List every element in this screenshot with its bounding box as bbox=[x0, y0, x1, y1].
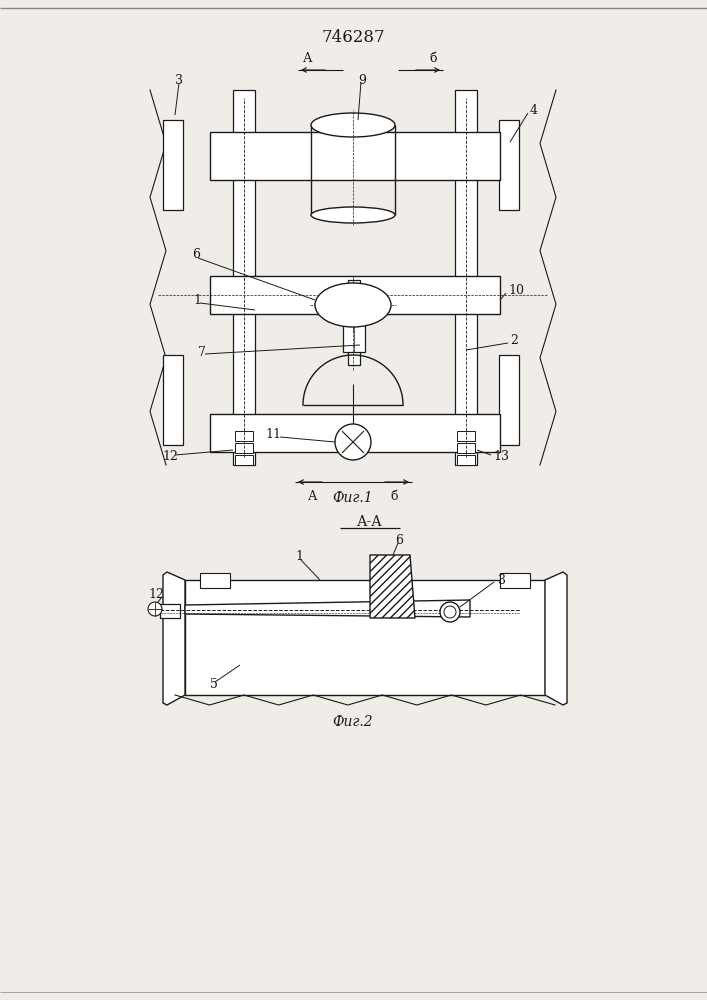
Text: 13: 13 bbox=[493, 450, 509, 464]
Text: 3: 3 bbox=[175, 74, 183, 87]
Circle shape bbox=[148, 602, 162, 616]
Text: 2: 2 bbox=[510, 334, 518, 347]
Bar bbox=[163, 355, 183, 445]
Text: А: А bbox=[308, 489, 317, 502]
Ellipse shape bbox=[311, 207, 395, 223]
Bar bbox=[185, 580, 545, 695]
Circle shape bbox=[335, 424, 371, 460]
Text: 6: 6 bbox=[192, 248, 200, 261]
Bar bbox=[500, 573, 530, 588]
Text: 5: 5 bbox=[210, 678, 218, 692]
Bar bbox=[343, 297, 365, 352]
Bar bbox=[163, 120, 183, 210]
Bar bbox=[210, 276, 500, 314]
Text: А: А bbox=[303, 51, 312, 64]
Bar bbox=[233, 90, 255, 465]
Polygon shape bbox=[185, 600, 470, 617]
Text: 10: 10 bbox=[508, 284, 524, 296]
Text: б: б bbox=[390, 489, 398, 502]
Text: 746287: 746287 bbox=[321, 28, 385, 45]
Bar bbox=[160, 604, 180, 618]
Text: 1: 1 bbox=[295, 550, 303, 564]
Bar bbox=[457, 443, 475, 453]
Text: 7: 7 bbox=[198, 346, 206, 359]
Text: 11: 11 bbox=[265, 428, 281, 442]
Bar bbox=[499, 355, 519, 445]
Text: 1: 1 bbox=[193, 294, 201, 306]
Text: 4: 4 bbox=[530, 104, 538, 116]
Text: 12: 12 bbox=[162, 450, 178, 464]
Circle shape bbox=[440, 602, 460, 622]
Text: А-А: А-А bbox=[357, 515, 383, 529]
Polygon shape bbox=[370, 555, 415, 618]
Ellipse shape bbox=[311, 113, 395, 137]
Bar bbox=[210, 132, 500, 180]
Ellipse shape bbox=[315, 283, 391, 327]
Bar bbox=[348, 280, 360, 365]
Text: 9: 9 bbox=[358, 74, 366, 87]
Bar bbox=[200, 573, 230, 588]
Text: Фиг.2: Фиг.2 bbox=[333, 715, 373, 729]
Bar bbox=[457, 431, 475, 441]
Text: 12: 12 bbox=[148, 588, 164, 601]
Text: Фиг.1: Фиг.1 bbox=[333, 491, 373, 505]
Bar bbox=[455, 90, 477, 465]
Text: 6: 6 bbox=[395, 534, 403, 546]
Text: б: б bbox=[429, 51, 437, 64]
Bar bbox=[210, 414, 500, 452]
Text: 3: 3 bbox=[498, 574, 506, 586]
Bar bbox=[235, 431, 253, 441]
Bar bbox=[457, 455, 475, 465]
Bar bbox=[499, 120, 519, 210]
Circle shape bbox=[444, 606, 456, 618]
Polygon shape bbox=[163, 572, 185, 705]
Polygon shape bbox=[545, 572, 567, 705]
Bar bbox=[235, 443, 253, 453]
Bar bbox=[235, 455, 253, 465]
